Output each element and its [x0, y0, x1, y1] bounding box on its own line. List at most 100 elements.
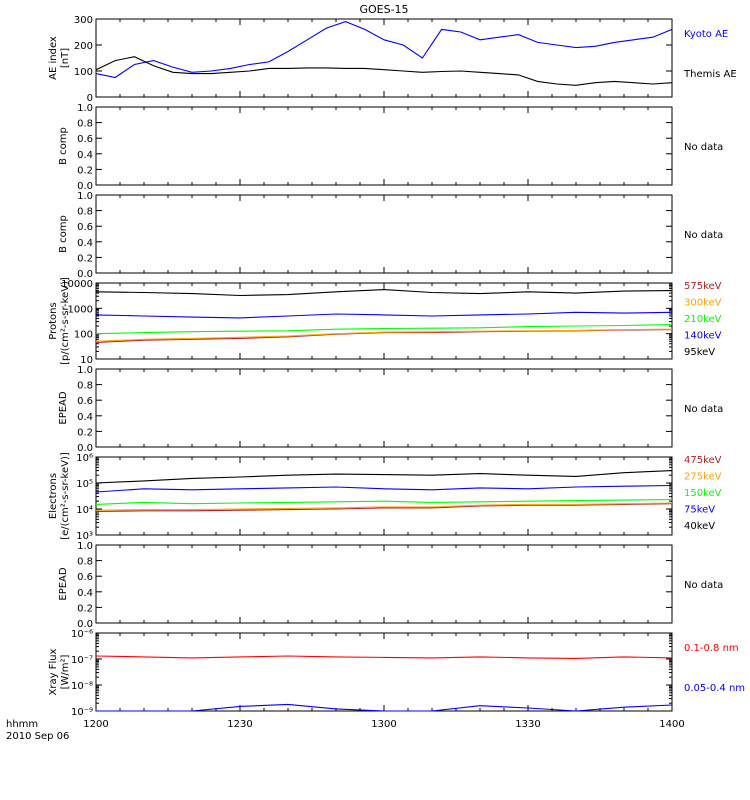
y-tick-label: 300	[74, 15, 93, 26]
y-tick-label: 0	[87, 93, 93, 104]
legend-label: Kyoto AE	[684, 29, 728, 40]
y-tick-label: 1.0	[77, 191, 93, 202]
y-axis-label: B comp	[58, 127, 69, 165]
y-tick-label: 1000	[68, 304, 93, 315]
series-line-0-05-0-4-nm	[96, 703, 673, 712]
series-line-Kyoto-AE	[95, 21, 673, 79]
legend-label: Themis AE	[683, 69, 737, 80]
y-tick-label: 0.6	[77, 222, 93, 233]
x-tick-label: 1400	[659, 719, 684, 730]
series-line-140keV	[95, 311, 673, 319]
y-tick-label: 0.0	[77, 181, 93, 192]
series-line-150keV	[95, 499, 673, 505]
y-axis-label: Xray Flux	[48, 648, 59, 695]
y-tick-label: 0.4	[77, 412, 93, 423]
no-data-label: No data	[684, 580, 723, 591]
panel-frame	[95, 18, 673, 98]
panel-frame	[95, 106, 673, 186]
y-tick-label: 200	[74, 41, 93, 52]
y-tick-label: 0.8	[77, 207, 93, 218]
y-tick-label: 10000	[61, 279, 93, 290]
panel-frame	[95, 632, 673, 712]
panel-bcomp1: 0.0 0.2 0.4 0.6 0.8 1.0 B comp No data	[58, 103, 723, 192]
x-tick-label: 1330	[515, 719, 540, 730]
y-tick-label: 10⁻⁹	[71, 707, 93, 718]
legend-label: 275keV	[684, 472, 722, 483]
y-axis-label: [nT]	[60, 48, 71, 68]
y-tick-label: 10³	[76, 531, 93, 542]
legend-label: 40keV	[684, 521, 715, 532]
y-tick-label: 0.2	[77, 253, 93, 264]
no-data-label: No data	[684, 404, 723, 415]
panel-protons: 10 100 1000 10000 Protons [p/(cm²-s-sr-keV)] 5…	[48, 277, 722, 366]
panel-frame	[95, 544, 673, 624]
y-tick-label: 10⁻⁶	[71, 629, 93, 640]
panel-epead1: 0.0 0.2 0.4 0.6 0.8 1.0 EPEAD No data	[58, 365, 723, 454]
y-tick-label: 100	[74, 67, 93, 78]
legend-label: 140keV	[684, 331, 722, 342]
y-axis-label: [p/(cm²-s-sr-keV)]	[60, 277, 71, 365]
y-axis-label: EPEAD	[58, 391, 69, 425]
y-tick-label: 1.0	[77, 365, 93, 376]
y-axis-label: [W/m²]	[60, 654, 71, 689]
series-line-0-1-0-8-nm	[95, 655, 673, 659]
y-tick-label: 0.8	[77, 119, 93, 130]
y-tick-label: 0.8	[77, 557, 93, 568]
y-tick-label: 10⁻⁸	[71, 681, 93, 692]
panel-frame	[95, 282, 673, 360]
y-tick-label: 0.6	[77, 572, 93, 583]
series-line-40keV	[95, 470, 673, 484]
series-line-210keV	[95, 323, 673, 335]
y-tick-label: 0.6	[77, 396, 93, 407]
panel-frame	[95, 456, 673, 536]
panel-frame	[95, 368, 673, 448]
footer-date: 2010 Sep 06	[6, 731, 69, 742]
series-line-275keV	[95, 502, 673, 511]
series-line-Themis-AE	[95, 56, 673, 86]
legend-label: 150keV	[684, 488, 722, 499]
y-axis-label: B comp	[58, 215, 69, 253]
y-tick-label: 0.6	[77, 134, 93, 145]
y-tick-label: 10	[80, 355, 93, 366]
legend-label: 210keV	[684, 314, 722, 325]
y-axis-label: EPEAD	[58, 567, 69, 601]
series-line-300keV	[95, 328, 673, 342]
y-tick-label: 0.0	[77, 443, 93, 454]
y-tick-label: 1.0	[77, 103, 93, 114]
legend-label: 75keV	[684, 505, 715, 516]
legend-label: 575keV	[684, 281, 722, 292]
panel-epead2: 0.0 0.2 0.4 0.6 0.8 1.0 EPEAD No data	[58, 541, 723, 630]
y-axis-label: AE index	[48, 36, 59, 80]
y-tick-label: 0.4	[77, 150, 93, 161]
series-line-475keV	[95, 503, 673, 513]
y-tick-label: 10⁴	[76, 505, 93, 516]
x-tick-label: 1200	[83, 719, 108, 730]
y-tick-label: 10⁻⁷	[71, 655, 93, 666]
y-tick-label: 10⁶	[76, 453, 93, 464]
legend-label: 95keV	[684, 347, 715, 358]
y-axis-label: Electrons	[48, 473, 59, 519]
panel-bcomp2: 0.0 0.2 0.4 0.6 0.8 1.0 B comp No data	[58, 191, 723, 280]
y-tick-label: 0.4	[77, 238, 93, 249]
series-line-95keV	[95, 289, 673, 297]
no-data-label: No data	[684, 230, 723, 241]
y-tick-label: 0.4	[77, 588, 93, 599]
y-tick-label: 10⁵	[76, 479, 93, 490]
y-tick-label: 0.0	[77, 269, 93, 280]
y-tick-label: 100	[74, 330, 93, 341]
y-tick-label: 0.0	[77, 619, 93, 630]
y-tick-label: 0.8	[77, 381, 93, 392]
panel-frame	[95, 194, 673, 274]
no-data-label: No data	[684, 142, 723, 153]
legend-label: 0.1-0.8 nm	[684, 643, 739, 654]
y-axis-label: [e/(cm²-s-sr-keV)]	[60, 452, 71, 540]
y-tick-label: 0.2	[77, 165, 93, 176]
panel-electrons: 10³ 10⁴ 10⁵ 10⁶ Electrons [e/(cm²-s-sr-keV)] 4…	[48, 452, 722, 542]
legend-label: 300keV	[684, 298, 722, 309]
plot-title: GOES-15	[359, 3, 408, 16]
y-axis-label: Protons	[48, 302, 59, 339]
panel-ae: 0 100 200 300 AE index [nT] Kyoto AE Themis AE	[48, 15, 737, 104]
x-tick-label: 1300	[371, 719, 396, 730]
